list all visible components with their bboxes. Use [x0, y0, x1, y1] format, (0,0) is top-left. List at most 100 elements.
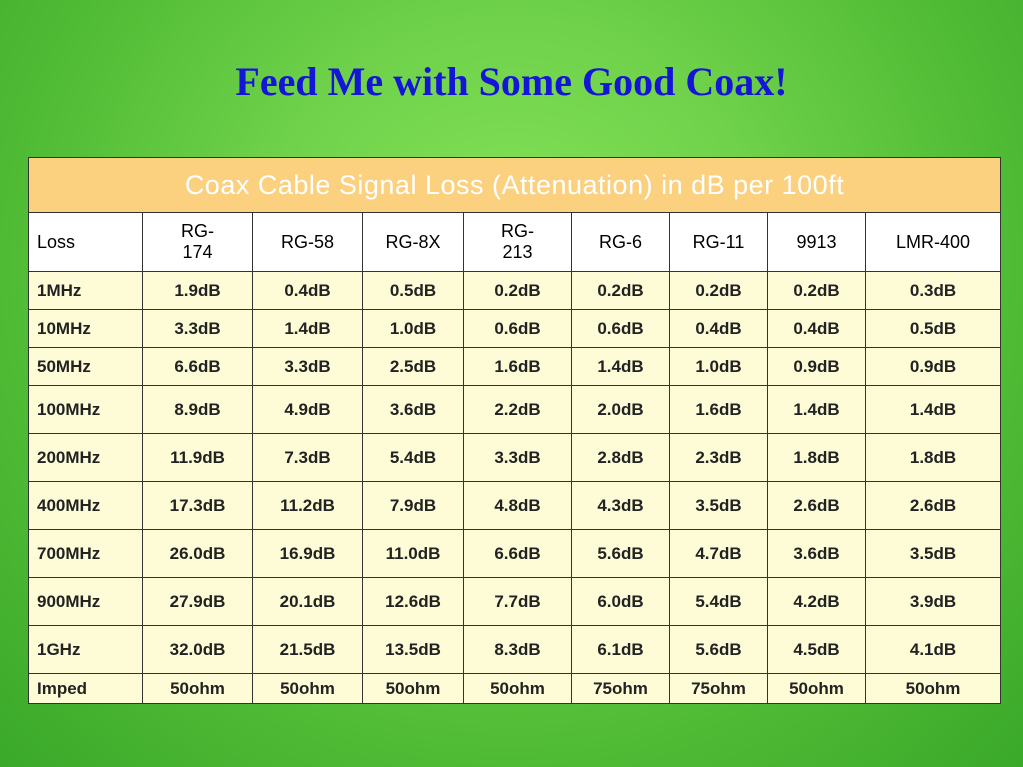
table-cell: 1.6dB [463, 347, 572, 386]
table-cell: 0.5dB [864, 309, 1002, 348]
column-header-rg174: RG- 174 [142, 212, 253, 272]
table-cell: 5.6dB [571, 529, 670, 578]
table-cell: 50ohm [864, 673, 1002, 704]
table-cell: 3.3dB [252, 347, 363, 386]
table-cell: 0.2dB [571, 271, 670, 310]
attenuation-table: Coax Cable Signal Loss (Attenuation) in … [27, 157, 1002, 704]
table-cell: 75ohm [669, 673, 768, 704]
table-cell: 0.4dB [669, 309, 768, 348]
table-cell: 50ohm [142, 673, 253, 704]
table-cell: 0.3dB [864, 271, 1002, 310]
table-cell: 1.4dB [252, 309, 363, 348]
column-header-9913: 9913 [767, 212, 866, 272]
table-cell: 2.6dB [767, 481, 866, 530]
table-cell: 75ohm [571, 673, 670, 704]
table-cell: 50ohm [463, 673, 572, 704]
table-cell: 5.4dB [669, 577, 768, 626]
table-cell: 5.6dB [669, 625, 768, 674]
row-label: 400MHz [28, 481, 143, 530]
table-cell: 4.2dB [767, 577, 866, 626]
table-cell: 2.8dB [571, 433, 670, 482]
table-cell: 11.0dB [362, 529, 464, 578]
table-row: 1MHz 1.9dB 0.4dB 0.5dB 0.2dB 0.2dB 0.2dB 0.2dB 0… [28, 271, 1002, 310]
table-cell: 3.9dB [864, 577, 1002, 626]
slide-title: Feed Me with Some Good Coax! [235, 59, 788, 104]
table-cell: 2.3dB [669, 433, 768, 482]
table-cell: 2.0dB [571, 385, 670, 434]
table-row: 200MHz 11.9dB 7.3dB 5.4dB 3.3dB 2.8dB 2.3dB 1.8… [28, 433, 1002, 482]
table-cell: 0.2dB [463, 271, 572, 310]
table-cell: 27.9dB [142, 577, 253, 626]
row-label: 10MHz [28, 309, 143, 348]
table-cell: 17.3dB [142, 481, 253, 530]
column-header-rg6: RG-6 [571, 212, 670, 272]
table-cell: 3.5dB [864, 529, 1002, 578]
table-cell: 11.2dB [252, 481, 363, 530]
table-cell: 4.1dB [864, 625, 1002, 674]
table-cell: 32.0dB [142, 625, 253, 674]
row-label: 700MHz [28, 529, 143, 578]
table-cell: 0.4dB [252, 271, 363, 310]
table-cell: 0.6dB [571, 309, 670, 348]
table-cell: 0.2dB [669, 271, 768, 310]
table-cell: 12.6dB [362, 577, 464, 626]
table-row: 400MHz 17.3dB 11.2dB 7.9dB 4.8dB 4.3dB 3.5dB 2.… [28, 481, 1002, 530]
table-cell: 4.8dB [463, 481, 572, 530]
table-cell: 1.9dB [142, 271, 253, 310]
table-cell: 0.4dB [767, 309, 866, 348]
table-cell: 0.9dB [864, 347, 1002, 386]
table-cell: 50ohm [767, 673, 866, 704]
table-cell: 0.2dB [767, 271, 866, 310]
column-header-rg11: RG-11 [669, 212, 768, 272]
table-cell: 3.3dB [142, 309, 253, 348]
table-row: 100MHz 8.9dB 4.9dB 3.6dB 2.2dB 2.0dB 1.6dB 1.4d… [28, 385, 1002, 434]
table-cell: 0.9dB [767, 347, 866, 386]
table-cell: 1.4dB [571, 347, 670, 386]
table-cell: 0.6dB [463, 309, 572, 348]
table-row: 50MHz 6.6dB 3.3dB 2.5dB 1.6dB 1.4dB 1.0dB 0.9dB… [28, 347, 1002, 386]
row-label: 200MHz [28, 433, 143, 482]
row-label: 100MHz [28, 385, 143, 434]
table-cell: 4.9dB [252, 385, 363, 434]
table-cell: 13.5dB [362, 625, 464, 674]
table-cell: 20.1dB [252, 577, 363, 626]
table-cell: 8.3dB [463, 625, 572, 674]
table-cell: 1.4dB [864, 385, 1002, 434]
table-cell: 26.0dB [142, 529, 253, 578]
table-cell: 4.5dB [767, 625, 866, 674]
table-row: 700MHz 26.0dB 16.9dB 11.0dB 6.6dB 5.6dB 4.7dB 3… [28, 529, 1002, 578]
table-cell: 1.8dB [864, 433, 1002, 482]
table-cell: 6.1dB [571, 625, 670, 674]
table-cell: 7.9dB [362, 481, 464, 530]
row-label: Imped [28, 673, 143, 704]
table-cell: 21.5dB [252, 625, 363, 674]
table-cell: 50ohm [362, 673, 464, 704]
table-row: 900MHz 27.9dB 20.1dB 12.6dB 7.7dB 6.0dB 5.4dB 4… [28, 577, 1002, 626]
table-cell: 50ohm [252, 673, 363, 704]
table-cell: 3.6dB [362, 385, 464, 434]
table-cell: 11.9dB [142, 433, 253, 482]
row-label: 1GHz [28, 625, 143, 674]
table-cell: 5.4dB [362, 433, 464, 482]
row-label: 1MHz [28, 271, 143, 310]
table-cell: 7.3dB [252, 433, 363, 482]
table-cell: 1.6dB [669, 385, 768, 434]
table-cell: 0.5dB [362, 271, 464, 310]
column-header-rg58: RG-58 [252, 212, 363, 272]
table-cell: 1.8dB [767, 433, 866, 482]
table-cell: 4.3dB [571, 481, 670, 530]
column-header-rg213: RG- 213 [463, 212, 572, 272]
column-header-lmr400: LMR-400 [864, 212, 1002, 272]
table-cell: 2.5dB [362, 347, 464, 386]
table-cell: 3.5dB [669, 481, 768, 530]
table-cell: 6.6dB [463, 529, 572, 578]
table-cell: 6.6dB [142, 347, 253, 386]
table-cell: 3.6dB [767, 529, 866, 578]
table-cell: 6.0dB [571, 577, 670, 626]
column-header-rg8x: RG-8X [362, 212, 464, 272]
row-label: 50MHz [28, 347, 143, 386]
table-cell: 7.7dB [463, 577, 572, 626]
table-cell: 16.9dB [252, 529, 363, 578]
table-cell: 1.0dB [362, 309, 464, 348]
table-cell: 4.7dB [669, 529, 768, 578]
